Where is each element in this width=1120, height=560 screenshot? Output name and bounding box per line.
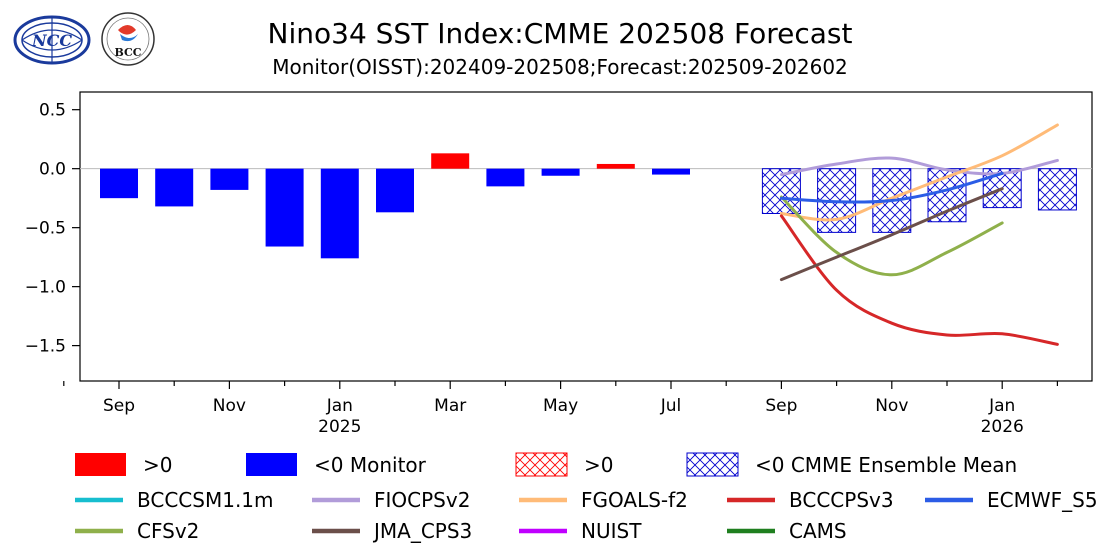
x-tick-label: Jan [988, 396, 1015, 416]
monitor-bar [210, 168, 249, 190]
ncc-logo-text: NCC [31, 31, 72, 50]
legend-patch [515, 452, 568, 477]
series-line-fiocpsv2 [779, 156, 1059, 177]
monitor-bar [431, 153, 470, 169]
legend-patch [75, 453, 126, 476]
y-tick-label: 0.0 [39, 160, 66, 180]
x-tick-label: Mar [434, 396, 466, 416]
monitor-bar [652, 168, 690, 175]
chart-title: Nino34 SST Index:CMME 202508 Forecast [268, 17, 853, 50]
monitor-bar [486, 168, 525, 187]
series-line-fgoals-f2 [779, 123, 1059, 222]
legend-series-label: NUIST [581, 519, 642, 543]
legend-label: <0 Monitor [314, 453, 427, 477]
legend-series-label: FGOALS-f2 [581, 488, 688, 512]
series-line-bcccpsv3 [779, 214, 1059, 346]
monitor-bar [100, 168, 138, 199]
series-line-ecmwf-s5 [779, 171, 1004, 204]
legend-series-label: CAMS [789, 519, 847, 543]
legend-label: >0 [584, 453, 613, 477]
x-tick-label: Sep [765, 396, 797, 416]
y-tick-label: −1.5 [25, 337, 66, 357]
legend-patch [686, 452, 739, 477]
monitor-bar [596, 163, 635, 169]
bcc-logo: BCC [101, 12, 155, 66]
legend-series-label: BCCCPSv3 [789, 488, 894, 512]
legend-label: <0 CMME Ensemble Mean [755, 453, 1017, 477]
chart-subtitle: Monitor(OISST):202409-202508;Forecast:20… [272, 55, 848, 79]
x-tick-label: Jan [326, 396, 353, 416]
y-tick-label: −1.0 [25, 278, 66, 298]
legend-series-label: ECMWF_S5 [987, 488, 1098, 512]
x-tick-label: Nov [213, 396, 246, 416]
y-tick-label: −0.5 [25, 219, 66, 239]
monitor-bar [541, 168, 580, 176]
bcc-logo-text: BCC [114, 46, 141, 59]
x-tick-label: Nov [875, 396, 908, 416]
plot-frame [79, 91, 1093, 382]
monitor-bar [155, 168, 194, 207]
legend-patch [246, 453, 297, 476]
legend-series-label: JMA_CPS3 [372, 519, 472, 543]
x-tick-label: Jul [660, 396, 682, 416]
x-tick-year-label: 2026 [981, 417, 1024, 437]
x-tick-label: May [543, 396, 578, 416]
series-line-cfsv2 [779, 195, 1004, 277]
legend-series-label: BCCCSM1.1m [137, 488, 274, 512]
ensemble-mean-bar [1037, 168, 1077, 211]
x-tick-label: Sep [103, 396, 135, 416]
y-tick-label: 0.5 [39, 101, 66, 121]
series-line-jma-cps3 [779, 187, 1004, 282]
legend-series-label: CFSv2 [137, 519, 199, 543]
monitor-bar [265, 168, 304, 247]
x-tick-year-label: 2025 [318, 417, 361, 437]
legend-series-label: FIOCPSv2 [374, 488, 470, 512]
ncc-logo: NCC [13, 15, 91, 65]
legend: >0 <0 Monitor >0 <0 CMME Ensemble Mean BCCCS… [75, 452, 1098, 543]
monitor-bar [376, 168, 414, 213]
legend-label: >0 [143, 453, 172, 477]
monitor-bar [320, 168, 359, 259]
